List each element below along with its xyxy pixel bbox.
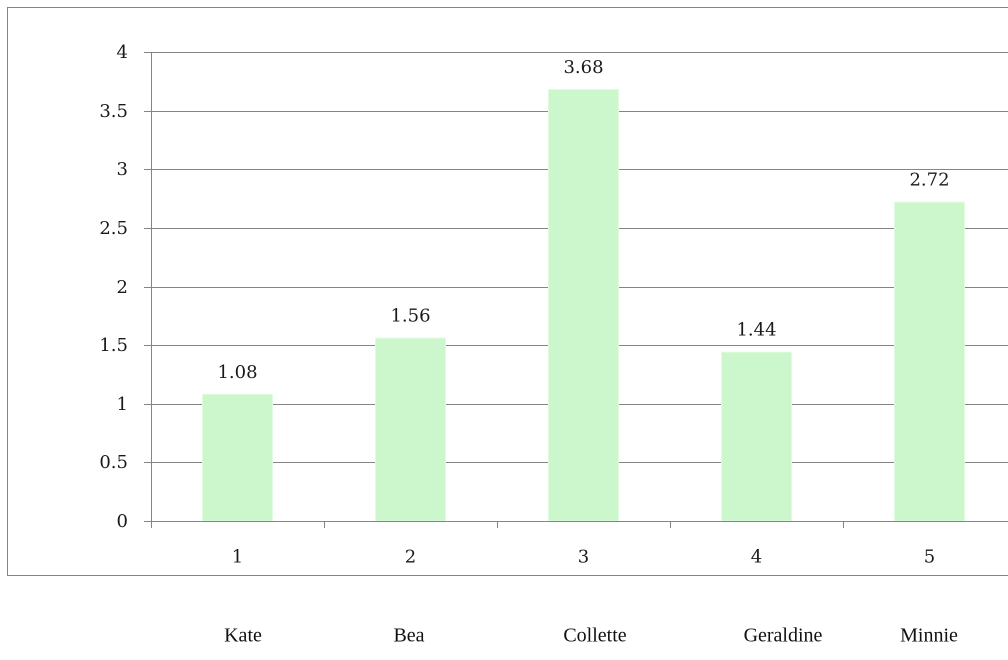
data-label: 1.44	[736, 320, 776, 341]
x-tick-label: 2	[405, 547, 416, 568]
name-label: Kate	[224, 624, 262, 647]
chart-area-border	[7, 7, 1008, 576]
data-label: 1.56	[390, 306, 430, 327]
x-tick-label: 3	[578, 547, 589, 568]
x-tick-label: 5	[924, 547, 935, 568]
y-tick-label: 2	[117, 277, 128, 298]
name-label: Collette	[563, 624, 627, 647]
bars	[202, 89, 965, 522]
bar	[548, 89, 619, 522]
y-tick-label: 0.5	[99, 452, 128, 473]
y-tick-label: 0	[117, 511, 128, 532]
data-label: 2.72	[909, 170, 949, 191]
bar	[894, 201, 965, 522]
y-tick-label: 3	[117, 159, 128, 180]
labels: 0 0.5 1 1.5 2 2.5 3 3.5 4 1.08 1.56 3.68 1.44 2.72 1 2 3…	[99, 42, 949, 568]
name-label: Bea	[393, 624, 425, 647]
y-tick-label: 1	[117, 394, 128, 415]
y-tick-label: 3.5	[99, 101, 128, 122]
name-label: Minnie	[900, 624, 958, 647]
bar	[721, 351, 792, 522]
name-label: Geraldine	[743, 624, 823, 647]
x-tick-label: 4	[751, 547, 762, 568]
bar	[202, 393, 273, 522]
data-label: 1.08	[217, 362, 257, 383]
data-label: 3.68	[563, 57, 603, 78]
y-tick-label: 1.5	[99, 335, 128, 356]
x-tick-label: 1	[232, 547, 243, 568]
y-tick-label: 4	[117, 42, 128, 63]
axes	[144, 52, 1008, 528]
y-tick-label: 2.5	[99, 218, 128, 239]
bar	[375, 337, 446, 522]
